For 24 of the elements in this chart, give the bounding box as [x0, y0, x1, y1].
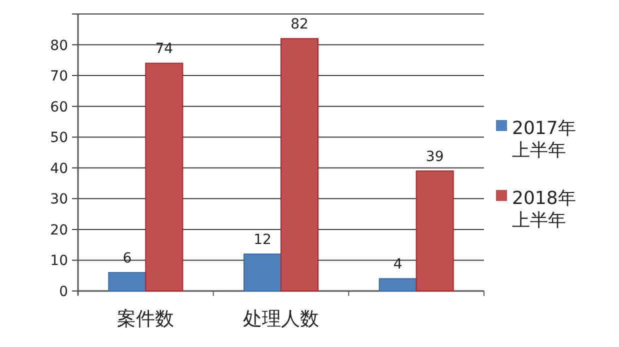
legend-label: 2017年上半年 — [512, 118, 576, 161]
bar — [145, 62, 184, 292]
y-tick-label: 40 — [50, 160, 68, 177]
data-label: 12 — [254, 232, 272, 248]
y-tick-label: 10 — [50, 253, 68, 270]
legend-label: 2018年上半年 — [512, 188, 576, 231]
bar — [416, 170, 454, 292]
y-tick-label: 30 — [50, 192, 68, 208]
x-tick-label: 案件数 — [117, 308, 174, 330]
bar — [244, 254, 282, 292]
y-tick-label: 50 — [50, 130, 68, 146]
data-label: 4 — [393, 256, 402, 273]
data-label: 39 — [426, 148, 444, 165]
y-tick-label: 70 — [50, 68, 68, 85]
y-tick-label: 60 — [50, 99, 68, 116]
bar — [280, 38, 318, 292]
x-tick-label: 处理人数 — [243, 308, 319, 330]
data-label: 74 — [155, 41, 174, 58]
y-tick-label: 80 — [50, 38, 68, 54]
bar — [108, 272, 146, 292]
data-label: 82 — [290, 16, 308, 33]
y-tick-label: 20 — [50, 222, 68, 238]
bar — [378, 278, 417, 292]
y-tick-label: 0 — [59, 284, 68, 300]
